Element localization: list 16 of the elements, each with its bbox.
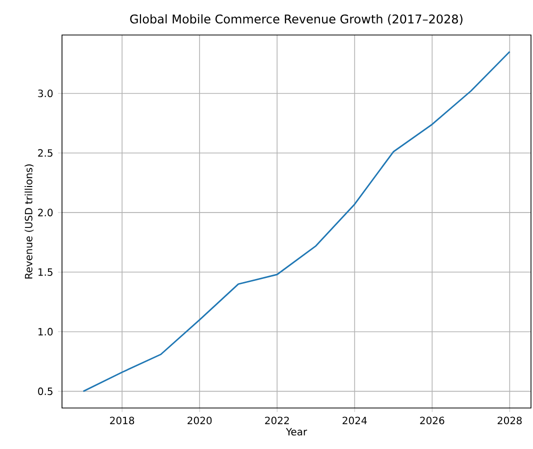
y-tick-label: 3.0 [38, 90, 53, 98]
y-tick-label: 2.0 [38, 208, 53, 216]
y-axis-title: Revenue (USD trillions) [24, 164, 34, 278]
y-tick-label: 1.0 [38, 328, 53, 336]
x-tick-label: 2018 [110, 416, 134, 424]
y-tick-label: 1.5 [38, 268, 52, 276]
y-tick-label: 0.5 [38, 388, 52, 396]
y-tick-label: 2.5 [38, 149, 52, 157]
line-series [82, 50, 510, 392]
chart-title: Global Mobile Commerce Revenue Growth (2017–2028) [130, 14, 462, 25]
x-tick-label: 2020 [188, 416, 212, 424]
x-tick-label: 2024 [342, 416, 367, 424]
x-tick-label: 2026 [420, 416, 444, 424]
x-axis-title: Year [286, 428, 308, 436]
x-tick-label: 2028 [498, 416, 522, 424]
x-tick-label: 2022 [265, 416, 289, 424]
